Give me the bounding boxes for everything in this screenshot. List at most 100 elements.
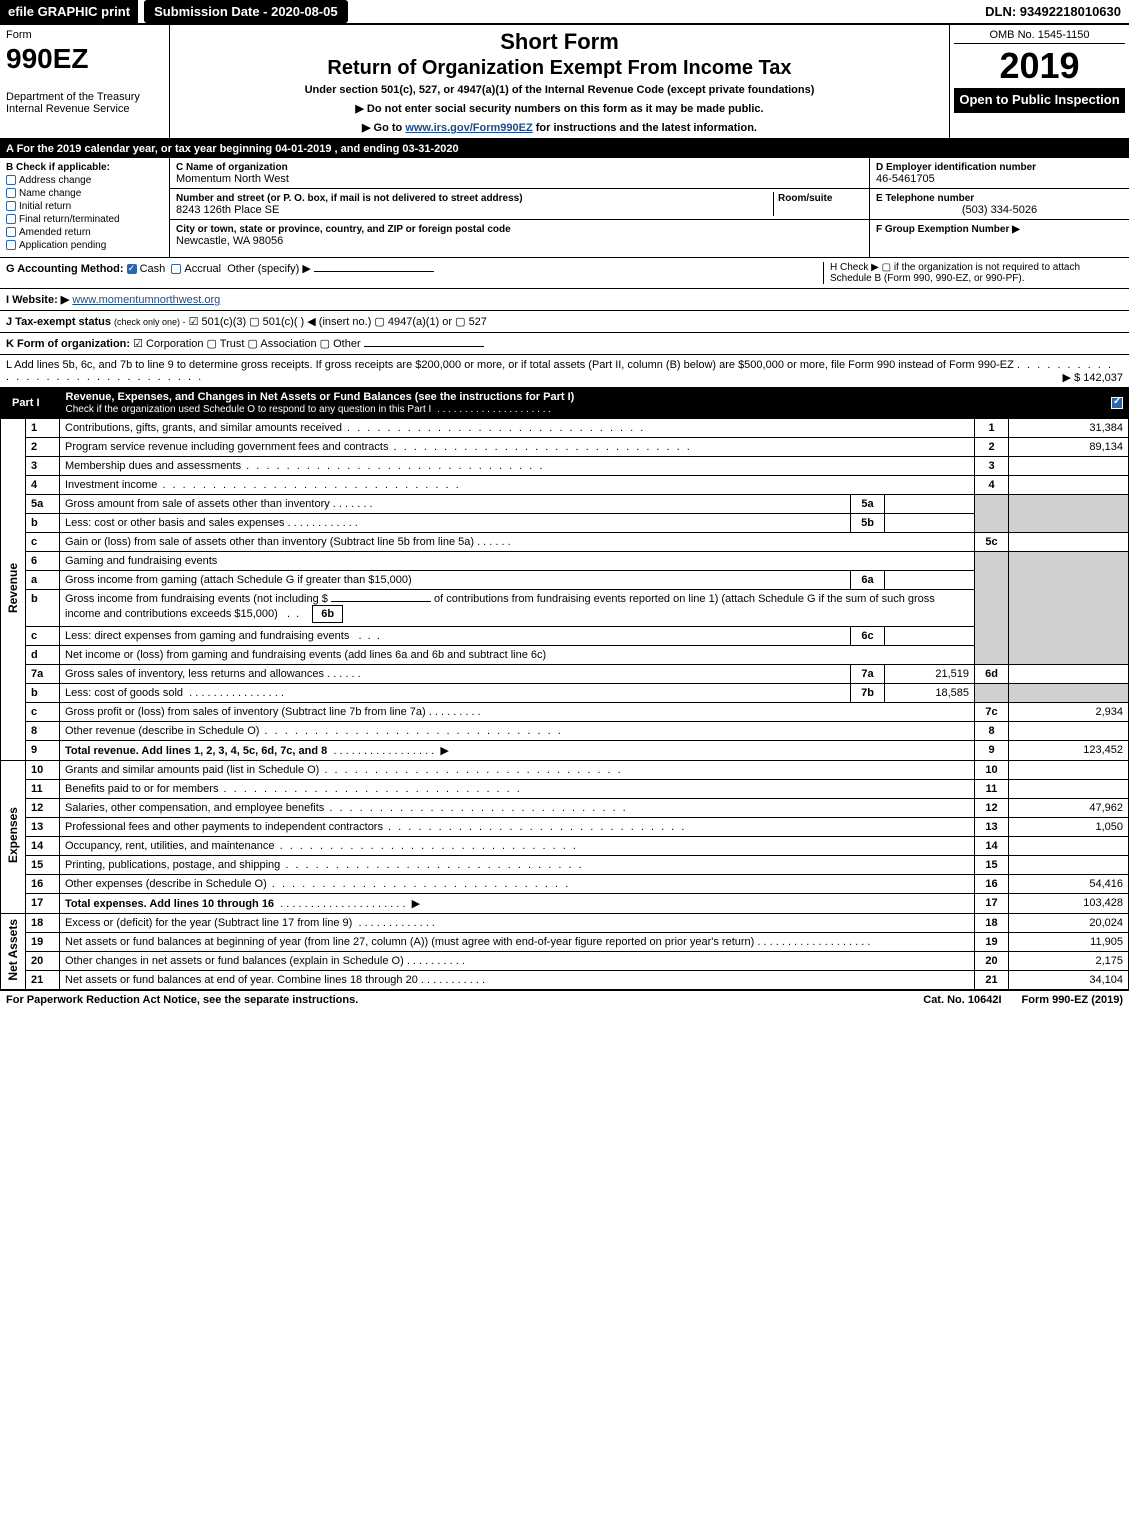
form-header: Form 990EZ Department of the Treasury In…: [0, 25, 1129, 140]
website-label: I Website: ▶: [6, 294, 69, 306]
footer-formref: Form 990-EZ (2019): [1022, 994, 1123, 1006]
line-16: 16 Other expenses (describe in Schedule …: [1, 875, 1129, 894]
chk-amended-return[interactable]: Amended return: [6, 227, 163, 238]
line-20: 20 Other changes in net assets or fund b…: [1, 952, 1129, 971]
dln-label: DLN: 93492218010630: [977, 0, 1129, 23]
tax-exempt-note: (check only one) -: [114, 317, 186, 327]
chk-application-pending[interactable]: Application pending: [6, 240, 163, 251]
section-f: F Group Exemption Number ▶: [870, 220, 1129, 238]
chk-address-change[interactable]: Address change: [6, 175, 163, 186]
form-of-org-options: ☑ Corporation ▢ Trust ▢ Association ▢ Ot…: [133, 338, 361, 350]
accounting-method-label: G Accounting Method:: [6, 263, 124, 275]
org-city: Newcastle, WA 98056: [176, 235, 283, 247]
footer-paperwork: For Paperwork Reduction Act Notice, see …: [6, 994, 903, 1006]
line-10: Expenses 10 Grants and similar amounts p…: [1, 761, 1129, 780]
line-7b: b Less: cost of goods sold . . . . . . .…: [1, 684, 1129, 703]
form-number: 990EZ: [6, 45, 163, 73]
city-label: City or town, state or province, country…: [176, 224, 511, 235]
org-name: Momentum North West: [176, 173, 289, 185]
irs-link[interactable]: www.irs.gov/Form990EZ: [405, 122, 532, 134]
header-left: Form 990EZ Department of the Treasury In…: [0, 25, 170, 138]
chk-accrual[interactable]: [171, 264, 181, 274]
section-k: K Form of organization: ☑ Corporation ▢ …: [0, 333, 1129, 355]
part1-schedule-o-checkbox[interactable]: [1111, 397, 1123, 409]
section-d: D Employer identification number 46-5461…: [870, 158, 1129, 189]
short-form-title: Short Form: [180, 29, 939, 55]
footer-catno: Cat. No. 10642I: [923, 994, 1001, 1006]
submission-date-label: Submission Date - 2020-08-05: [144, 0, 348, 23]
form-of-org-label: K Form of organization:: [6, 338, 130, 350]
line-6: 6 Gaming and fundraising events: [1, 552, 1129, 571]
line-5a: 5a Gross amount from sale of assets othe…: [1, 495, 1129, 514]
section-g: G Accounting Method: Cash Accrual Other …: [6, 262, 823, 284]
part1-header: Part I Revenue, Expenses, and Changes in…: [0, 388, 1129, 418]
addr-label: Number and street (or P. O. box, if mail…: [176, 193, 523, 204]
netassets-label: Net Assets: [1, 914, 26, 990]
expenses-label: Expenses: [1, 761, 26, 914]
return-title: Return of Organization Exempt From Incom…: [180, 57, 939, 80]
line-11: 11 Benefits paid to or for members 11: [1, 780, 1129, 799]
part1-table: Revenue 1 Contributions, gifts, grants, …: [0, 418, 1129, 990]
section-c: C Name of organization Momentum North We…: [170, 158, 869, 257]
chk-cash[interactable]: [127, 264, 137, 274]
header-note-link: ▶ Go to www.irs.gov/Form990EZ for instru…: [180, 121, 939, 134]
line-19: 19 Net assets or fund balances at beginn…: [1, 933, 1129, 952]
line-9: 9 Total revenue. Add lines 1, 2, 3, 4, 5…: [1, 741, 1129, 761]
header-note-ssn: ▶ Do not enter social security numbers o…: [180, 102, 939, 115]
org-name-cell: C Name of organization Momentum North We…: [170, 158, 869, 189]
irs-label: Internal Revenue Service: [6, 103, 163, 115]
line-4: 4 Investment income 4: [1, 476, 1129, 495]
part1-check-line: Check if the organization used Schedule …: [66, 404, 432, 415]
section-e: E Telephone number (503) 334-5026: [870, 189, 1129, 220]
note2-post: for instructions and the latest informat…: [536, 122, 757, 134]
tax-exempt-label: J Tax-exempt status: [6, 316, 111, 328]
top-bar: efile GRAPHIC print Submission Date - 20…: [0, 0, 1129, 25]
efile-print-label[interactable]: efile GRAPHIC print: [0, 0, 138, 23]
group-exemption-label: F Group Exemption Number ▶: [876, 224, 1020, 235]
line-12: 12 Salaries, other compensation, and emp…: [1, 799, 1129, 818]
line-6c: c Less: direct expenses from gaming and …: [1, 627, 1129, 646]
chk-initial-return[interactable]: Initial return: [6, 201, 163, 212]
line-21: 21 Net assets or fund balances at end of…: [1, 971, 1129, 990]
form-word: Form: [6, 29, 163, 41]
section-b: B Check if applicable: Address change Na…: [0, 158, 170, 257]
header-subtitle: Under section 501(c), 527, or 4947(a)(1)…: [180, 84, 939, 96]
section-h: H Check ▶ ▢ if the organization is not r…: [823, 262, 1123, 284]
org-name-label: C Name of organization: [176, 162, 288, 173]
entity-right: D Employer identification number 46-5461…: [869, 158, 1129, 257]
section-j: J Tax-exempt status (check only one) - ☑…: [0, 311, 1129, 333]
line-1: Revenue 1 Contributions, gifts, grants, …: [1, 419, 1129, 438]
note2-pre: ▶ Go to: [362, 122, 405, 134]
room-label: Room/suite: [778, 193, 832, 204]
part1-tab: Part I: [6, 395, 58, 411]
header-center: Short Form Return of Organization Exempt…: [170, 25, 949, 138]
revenue-label: Revenue: [1, 419, 26, 761]
line-3: 3 Membership dues and assessments 3: [1, 457, 1129, 476]
phone-label: E Telephone number: [876, 193, 974, 204]
line-7c: c Gross profit or (loss) from sales of i…: [1, 703, 1129, 722]
section-b-label: B Check if applicable:: [6, 162, 163, 173]
tax-year-row: A For the 2019 calendar year, or tax yea…: [0, 140, 1129, 158]
open-to-public-box: Open to Public Inspection: [954, 88, 1125, 113]
entity-block: B Check if applicable: Address change Na…: [0, 158, 1129, 258]
row-g-h: G Accounting Method: Cash Accrual Other …: [0, 258, 1129, 289]
line-13: 13 Professional fees and other payments …: [1, 818, 1129, 837]
line-17: 17 Total expenses. Add lines 10 through …: [1, 894, 1129, 914]
section-l: L Add lines 5b, 6c, and 7b to line 9 to …: [0, 355, 1129, 388]
tax-year: 2019: [954, 48, 1125, 84]
chk-name-change[interactable]: Name change: [6, 188, 163, 199]
line-7a: 7a Gross sales of inventory, less return…: [1, 665, 1129, 684]
section-h-text: H Check ▶ ▢ if the organization is not r…: [830, 262, 1080, 284]
website-link[interactable]: www.momentumnorthwest.org: [72, 294, 220, 306]
page-footer: For Paperwork Reduction Act Notice, see …: [0, 990, 1129, 1009]
chk-final-return[interactable]: Final return/terminated: [6, 214, 163, 225]
section-l-text: L Add lines 5b, 6c, and 7b to line 9 to …: [6, 359, 1014, 371]
phone-value: (503) 334-5026: [876, 204, 1123, 216]
ein-label: D Employer identification number: [876, 162, 1036, 173]
part1-title: Revenue, Expenses, and Changes in Net As…: [66, 391, 1105, 415]
line-5b: b Less: cost or other basis and sales ex…: [1, 514, 1129, 533]
line-15: 15 Printing, publications, postage, and …: [1, 856, 1129, 875]
line-6d: d Net income or (loss) from gaming and f…: [1, 646, 1129, 665]
omb-number: OMB No. 1545-1150: [954, 29, 1125, 44]
line-8: 8 Other revenue (describe in Schedule O)…: [1, 722, 1129, 741]
